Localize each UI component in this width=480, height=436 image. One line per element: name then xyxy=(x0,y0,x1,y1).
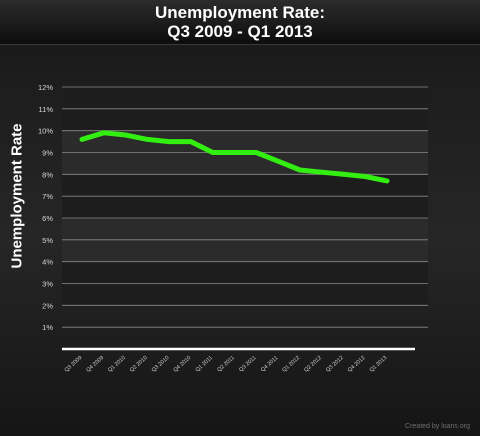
data-point xyxy=(167,139,171,144)
x-tick-label: Q3 2009 xyxy=(64,355,84,374)
x-tick-label: Q2 2012 xyxy=(303,355,323,374)
y-tick-label: 7% xyxy=(42,192,53,201)
data-point xyxy=(211,150,215,155)
y-tick-labels: 1% 2% 3% 4% 5% 6% 7% 8% 9% 10% 11% 12% xyxy=(38,83,53,332)
data-point xyxy=(102,131,106,135)
data-point xyxy=(363,174,367,179)
x-tick-labels: Q3 2009 Q4 2009 Q1 2010 Q2 2010 Q3 2010 Q4 20… xyxy=(64,355,389,374)
data-point xyxy=(254,150,258,155)
y-tick-label: 6% xyxy=(42,214,53,223)
data-point xyxy=(189,139,193,144)
data-point xyxy=(341,172,346,176)
x-tick-label: Q1 2013 xyxy=(369,355,389,374)
x-tick-label: Q4 2011 xyxy=(260,355,279,373)
title-bar: Unemployment Rate: Q3 2009 - Q1 2013 xyxy=(0,0,480,45)
x-tick-label: Q3 2012 xyxy=(325,355,345,374)
data-point xyxy=(385,179,389,183)
data-point xyxy=(298,168,302,172)
data-point xyxy=(80,137,84,141)
data-point xyxy=(232,150,237,155)
y-tick-label: 4% xyxy=(42,258,53,267)
credit-text: Created by loans.org xyxy=(405,423,470,430)
data-point xyxy=(276,159,280,163)
y-tick-label: 3% xyxy=(42,280,53,289)
x-tick-label: Q3 2010 xyxy=(151,355,171,374)
x-tick-label: Q1 2010 xyxy=(107,355,127,374)
x-tick-label: Q3 2011 xyxy=(238,355,257,373)
x-tick-label: Q4 2012 xyxy=(347,355,367,374)
x-tick-label: Q4 2010 xyxy=(173,355,193,374)
y-tick-label: 12% xyxy=(38,83,53,92)
y-tick-label: 10% xyxy=(38,127,53,136)
x-tick-label: Q1 2011 xyxy=(195,355,214,373)
x-tick-label: Q2 2010 xyxy=(129,355,149,374)
chart-title-line-2: Q3 2009 - Q1 2013 xyxy=(167,22,313,41)
x-tick-label: Q2 2011 xyxy=(216,355,235,373)
chart-title-line-1: Unemployment Rate: xyxy=(154,3,326,22)
x-tick-label: Q4 2009 xyxy=(85,355,105,374)
data-point xyxy=(145,137,149,141)
y-tick-label: 5% xyxy=(42,236,53,245)
y-tick-label: 11% xyxy=(39,105,54,114)
x-tick-label: Q1 2012 xyxy=(281,355,301,374)
y-tick-label: 9% xyxy=(42,149,53,158)
y-tick-label: 1% xyxy=(42,323,53,332)
y-tick-label: 8% xyxy=(42,170,53,179)
data-point xyxy=(123,133,128,137)
series-lines xyxy=(79,130,390,184)
y-tick-label: 2% xyxy=(42,301,53,310)
data-point xyxy=(320,170,324,174)
